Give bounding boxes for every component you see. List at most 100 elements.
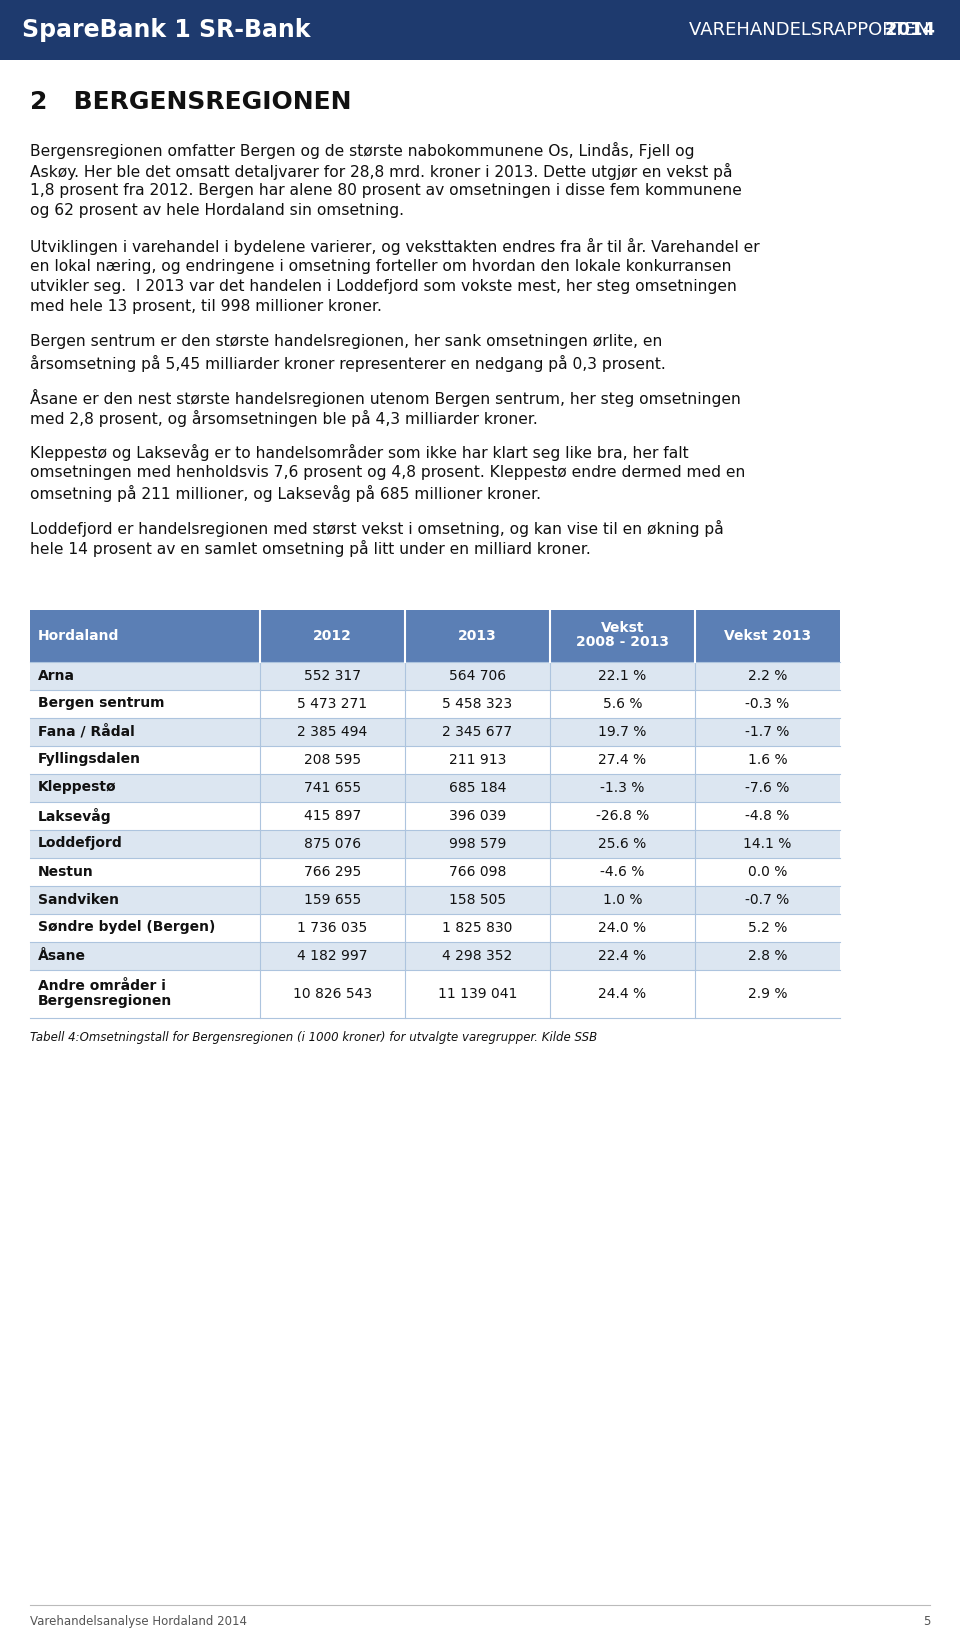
Text: 1 736 035: 1 736 035 [298, 920, 368, 935]
Text: VAREHANDELSRAPPORTEN: VAREHANDELSRAPPORTEN [689, 21, 935, 39]
Text: -1.3 %: -1.3 % [600, 780, 645, 795]
Text: 5.6 %: 5.6 % [603, 697, 642, 710]
Text: omsetning på 211 millioner, og Laksevåg på 685 millioner kroner.: omsetning på 211 millioner, og Laksevåg … [30, 485, 541, 503]
Text: 24.4 %: 24.4 % [598, 986, 647, 1001]
Text: Kleppestø: Kleppestø [38, 780, 116, 795]
Text: 27.4 %: 27.4 % [598, 752, 647, 767]
Text: Fyllingsdalen: Fyllingsdalen [38, 752, 141, 767]
Text: Andre områder i: Andre områder i [38, 979, 166, 992]
Text: -1.7 %: -1.7 % [745, 725, 790, 738]
Text: Kleppestø og Laksevåg er to handelsområder som ikke har klart seg like bra, her : Kleppestø og Laksevåg er to handelsområd… [30, 444, 688, 462]
Text: Bergen sentrum er den største handelsregionen, her sank omsetningen ørlite, en: Bergen sentrum er den største handelsreg… [30, 334, 662, 348]
Text: 5.2 %: 5.2 % [748, 920, 787, 935]
Text: -4.6 %: -4.6 % [600, 864, 645, 879]
Text: Varehandelsanalyse Hordaland 2014: Varehandelsanalyse Hordaland 2014 [30, 1615, 247, 1628]
Text: 22.4 %: 22.4 % [598, 948, 647, 963]
Text: med 2,8 prosent, og årsomsetningen ble på 4,3 milliarder kroner.: med 2,8 prosent, og årsomsetningen ble p… [30, 409, 538, 427]
Bar [30, 690, 840, 718]
Text: Loddefjord er handelsregionen med størst vekst i omsetning, og kan vise til en ø: Loddefjord er handelsregionen med størst… [30, 519, 724, 537]
Text: 2014: 2014 [735, 21, 935, 39]
Text: 1 825 830: 1 825 830 [443, 920, 513, 935]
Text: Vekst: Vekst [601, 621, 644, 636]
Text: Åsane: Åsane [38, 948, 86, 963]
Text: Bergen sentrum: Bergen sentrum [38, 697, 164, 710]
Text: Loddefjord: Loddefjord [38, 836, 123, 851]
Text: 158 505: 158 505 [449, 892, 506, 907]
Text: 766 295: 766 295 [304, 864, 361, 879]
Text: en lokal næring, og endringene i omsetning forteller om hvordan den lokale konku: en lokal næring, og endringene i omsetni… [30, 258, 732, 273]
Text: 1.0 %: 1.0 % [603, 892, 642, 907]
Text: 2008 - 2013: 2008 - 2013 [576, 636, 669, 649]
Text: 415 897: 415 897 [304, 808, 361, 823]
Text: 25.6 %: 25.6 % [598, 836, 647, 851]
Bar [30, 941, 840, 969]
Bar [30, 802, 840, 830]
Text: 998 579: 998 579 [449, 836, 506, 851]
Text: 1,8 prosent fra 2012. Bergen har alene 80 prosent av omsetningen i disse fem kom: 1,8 prosent fra 2012. Bergen har alene 8… [30, 182, 742, 199]
Text: 2.8 %: 2.8 % [748, 948, 787, 963]
Bar [30, 610, 840, 662]
Text: 5 458 323: 5 458 323 [443, 697, 513, 710]
Bar [30, 662, 840, 690]
Text: -7.6 %: -7.6 % [745, 780, 790, 795]
Text: 22.1 %: 22.1 % [598, 669, 647, 682]
Text: 552 317: 552 317 [304, 669, 361, 682]
Text: 564 706: 564 706 [449, 669, 506, 682]
Text: 2 345 677: 2 345 677 [443, 725, 513, 738]
Text: 14.1 %: 14.1 % [743, 836, 792, 851]
Text: med hele 13 prosent, til 998 millioner kroner.: med hele 13 prosent, til 998 millioner k… [30, 299, 382, 314]
Text: 766 098: 766 098 [449, 864, 506, 879]
Text: utvikler seg.  I 2013 var det handelen i Loddefjord som vokste mest, her steg om: utvikler seg. I 2013 var det handelen i … [30, 279, 737, 294]
Text: Åsane er den nest største handelsregionen utenom Bergen sentrum, her steg omsetn: Åsane er den nest største handelsregione… [30, 389, 741, 407]
Text: omsetningen med henholdsvis 7,6 prosent og 4,8 prosent. Kleppestø endre dermed m: omsetningen med henholdsvis 7,6 prosent … [30, 465, 745, 480]
Text: Søndre bydel (Bergen): Søndre bydel (Bergen) [38, 920, 215, 935]
Text: 2 385 494: 2 385 494 [298, 725, 368, 738]
Text: 2013: 2013 [458, 629, 497, 642]
Text: 2   BERGENSREGIONEN: 2 BERGENSREGIONEN [30, 90, 351, 113]
Bar [30, 914, 840, 941]
Text: Nestun: Nestun [38, 864, 94, 879]
Text: 4 298 352: 4 298 352 [443, 948, 513, 963]
Text: 211 913: 211 913 [449, 752, 506, 767]
Text: Bergensregionen omfatter Bergen og de største nabokommunene Os, Lindås, Fjell og: Bergensregionen omfatter Bergen og de st… [30, 141, 694, 159]
Text: Laksevåg: Laksevåg [38, 807, 111, 823]
Text: -26.8 %: -26.8 % [596, 808, 649, 823]
Bar [30, 886, 840, 914]
Text: Fana / Rådal: Fana / Rådal [38, 725, 134, 739]
Text: 10 826 543: 10 826 543 [293, 986, 372, 1001]
Text: 2.9 %: 2.9 % [748, 986, 787, 1001]
Text: 208 595: 208 595 [304, 752, 361, 767]
Text: 396 039: 396 039 [449, 808, 506, 823]
Text: Tabell 4:Omsetningstall for Bergensregionen (i 1000 kroner) for utvalgte varegru: Tabell 4:Omsetningstall for Bergensregio… [30, 1032, 597, 1045]
Text: Askøy. Her ble det omsatt detaljvarer for 28,8 mrd. kroner i 2013. Dette utgjør : Askøy. Her ble det omsatt detaljvarer fo… [30, 163, 732, 179]
Text: 5: 5 [923, 1615, 930, 1628]
Text: 685 184: 685 184 [449, 780, 506, 795]
Text: 4 182 997: 4 182 997 [298, 948, 368, 963]
Text: 5 473 271: 5 473 271 [298, 697, 368, 710]
Text: og 62 prosent av hele Hordaland sin omsetning.: og 62 prosent av hele Hordaland sin omse… [30, 204, 404, 219]
Text: Sandviken: Sandviken [38, 892, 119, 907]
Bar [30, 830, 840, 858]
Text: 875 076: 875 076 [304, 836, 361, 851]
Bar [30, 969, 840, 1017]
Bar [30, 858, 840, 886]
Text: -0.7 %: -0.7 % [745, 892, 790, 907]
Text: Hordaland: Hordaland [38, 629, 119, 642]
Text: 159 655: 159 655 [304, 892, 361, 907]
Text: Vekst 2013: Vekst 2013 [724, 629, 811, 642]
Text: Bergensregionen: Bergensregionen [38, 994, 172, 1009]
Text: 0.0 %: 0.0 % [748, 864, 787, 879]
Text: 741 655: 741 655 [304, 780, 361, 795]
Text: SpareBank 1 SR-Bank: SpareBank 1 SR-Bank [22, 18, 310, 43]
Text: 2012: 2012 [313, 629, 352, 642]
Bar [30, 774, 840, 802]
Bar [30, 746, 840, 774]
Text: 1.6 %: 1.6 % [748, 752, 787, 767]
Text: Arna: Arna [38, 669, 75, 682]
Text: 2.2 %: 2.2 % [748, 669, 787, 682]
Text: hele 14 prosent av en samlet omsetning på litt under en milliard kroner.: hele 14 prosent av en samlet omsetning p… [30, 541, 590, 557]
Bar [30, 718, 840, 746]
Text: -4.8 %: -4.8 % [745, 808, 790, 823]
Text: -0.3 %: -0.3 % [745, 697, 790, 710]
Text: årsomsetning på 5,45 milliarder kroner representerer en nedgang på 0,3 prosent.: årsomsetning på 5,45 milliarder kroner r… [30, 355, 665, 371]
